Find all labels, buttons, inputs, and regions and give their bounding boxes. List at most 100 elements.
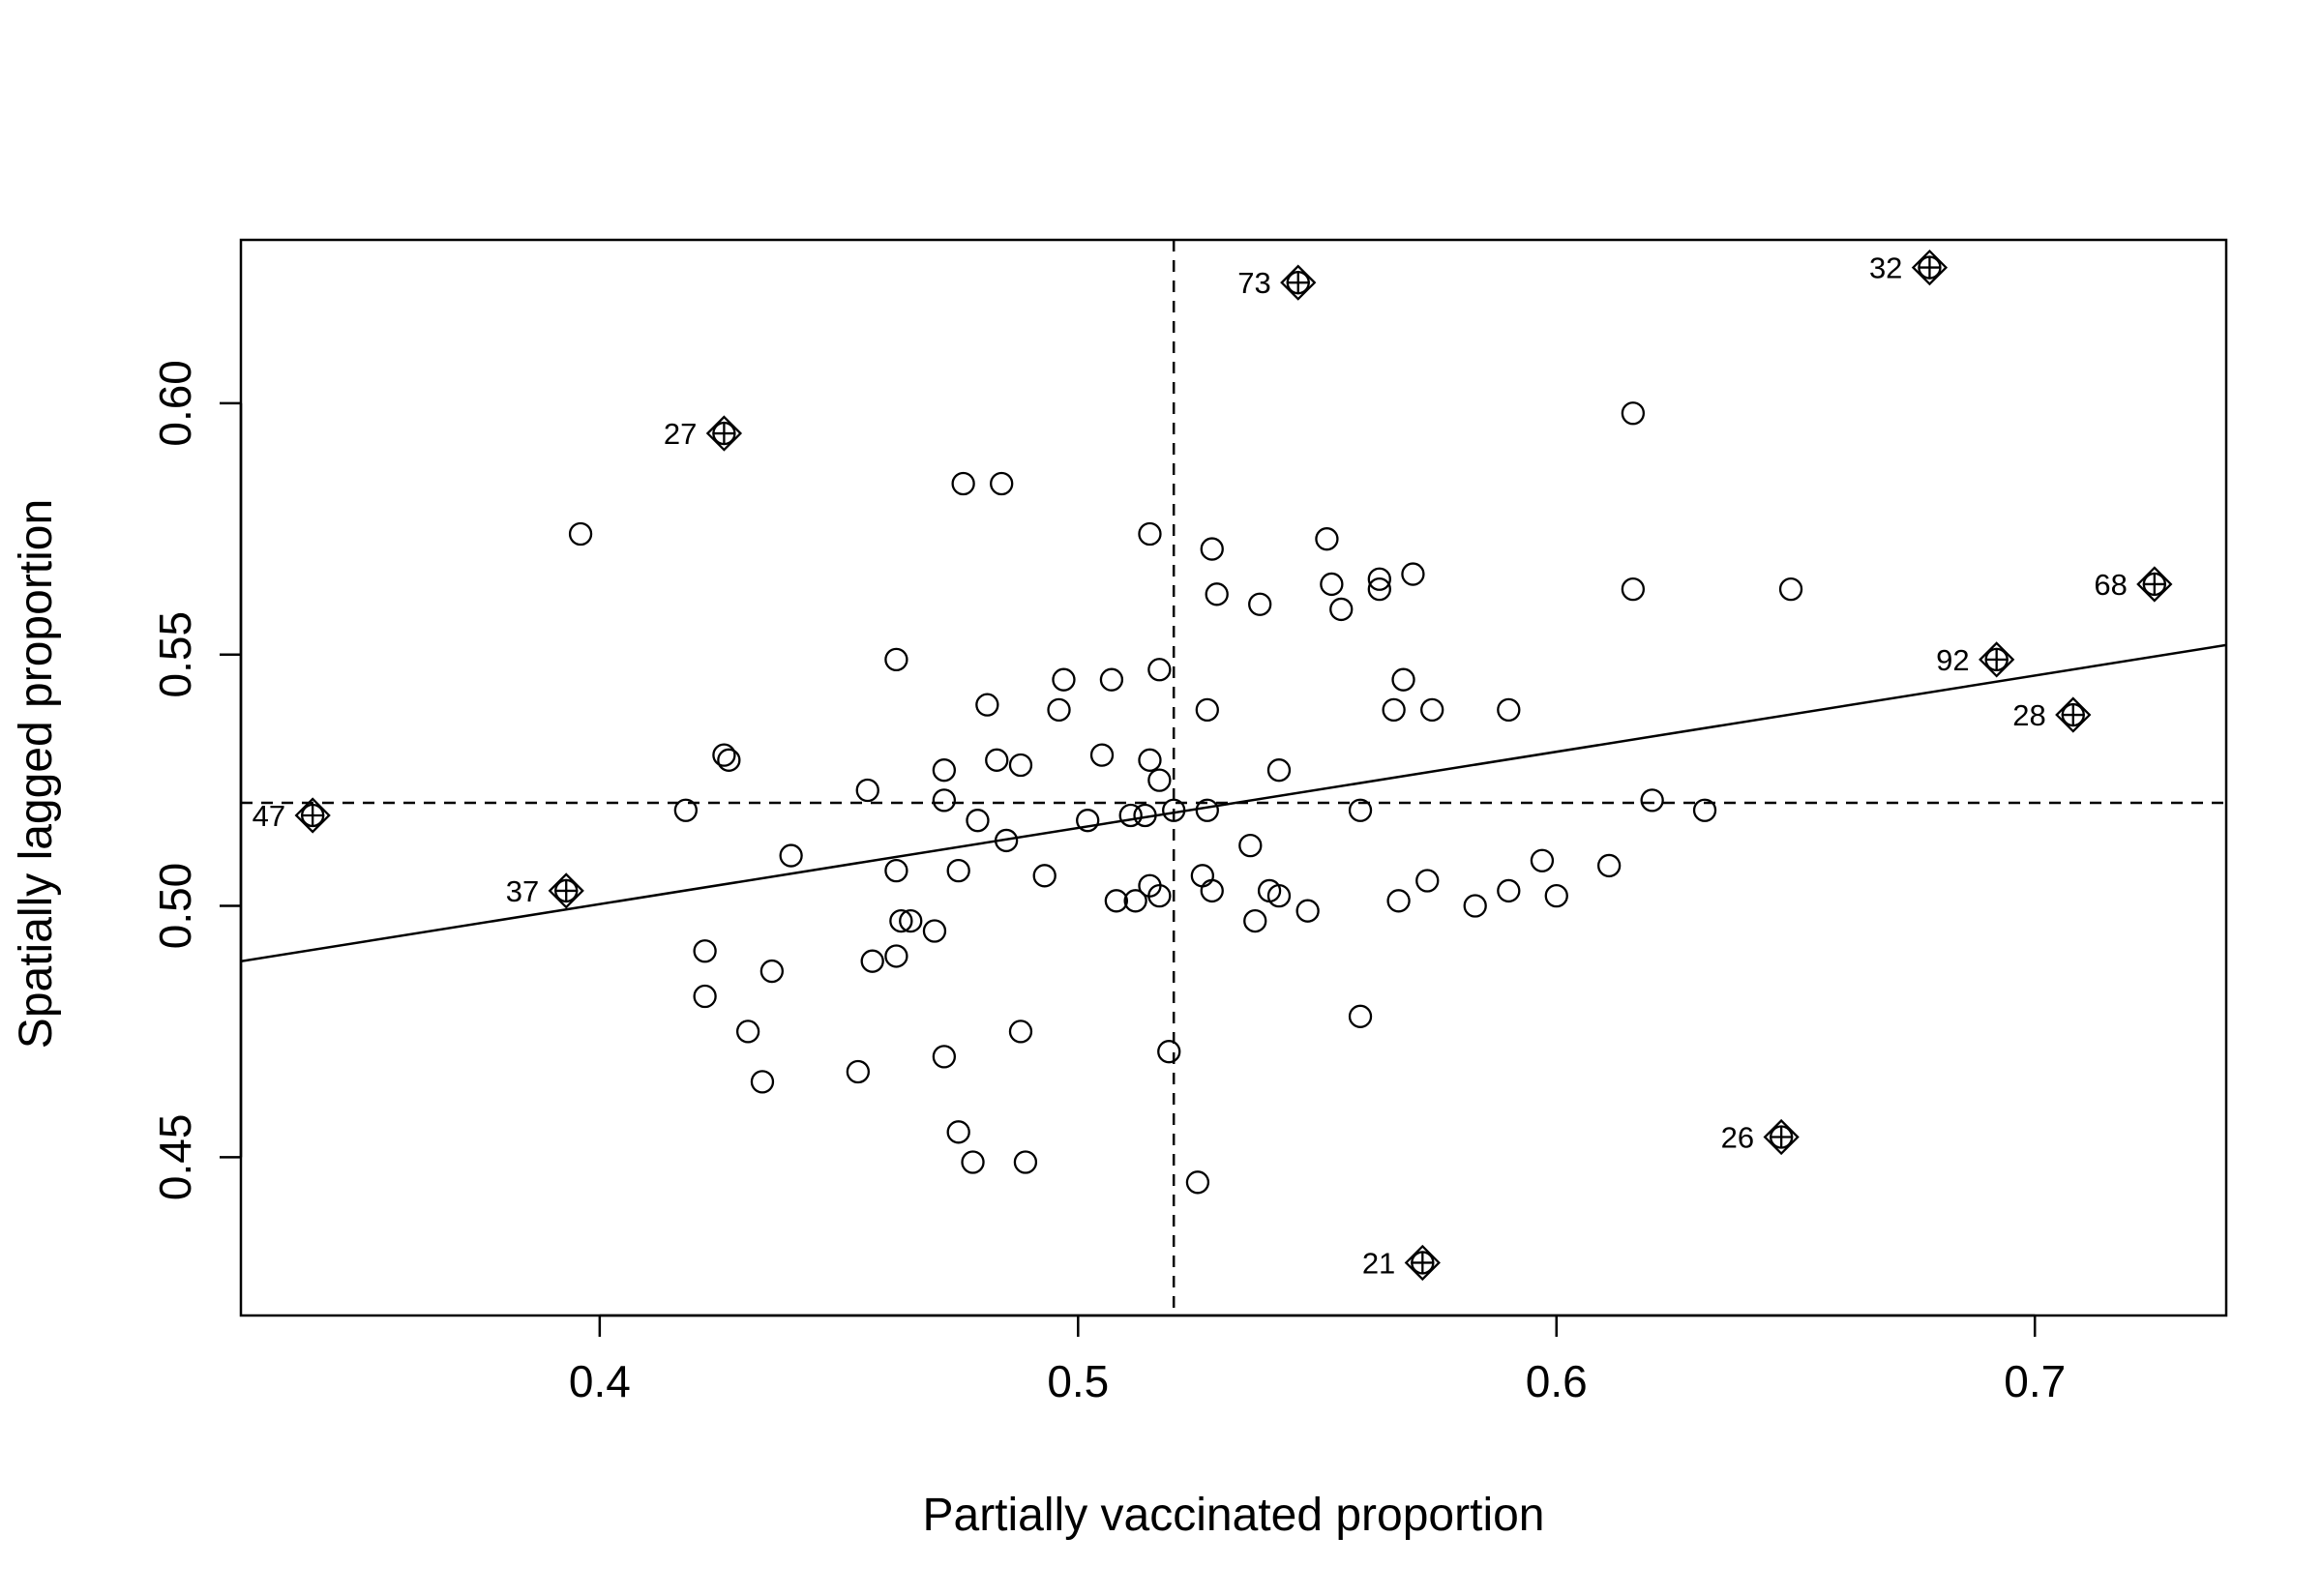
data-point: [1329, 597, 1354, 622]
y-axis-title: Spatially lagged proportion: [11, 499, 62, 1049]
data-point: [693, 939, 717, 963]
influential-point-cross: [712, 422, 736, 446]
data-point: [1008, 1020, 1033, 1044]
data-point: [1243, 908, 1267, 933]
influential-point-diamond: [2055, 696, 2092, 733]
data-point: [1386, 889, 1411, 913]
data-point: [750, 1070, 775, 1094]
data-point: [1266, 758, 1292, 783]
data-point: [1195, 798, 1219, 822]
data-point: [946, 1120, 970, 1144]
data-point: [884, 647, 908, 672]
data-point: [1008, 753, 1033, 778]
data-point: [1497, 697, 1521, 723]
data-point: [1248, 592, 1272, 616]
influential-point-cross: [2061, 703, 2085, 727]
data-point: [1047, 697, 1071, 723]
influential-point-label: 92: [1936, 643, 1969, 677]
influential-point-label: 26: [1721, 1121, 1754, 1155]
influential-point-cross: [554, 878, 579, 902]
x-tick-label: 0.4: [569, 1356, 631, 1406]
influential-point-label: 68: [2094, 568, 2127, 602]
data-point: [1621, 401, 1646, 426]
influential-point-label: 47: [253, 799, 285, 833]
data-point: [1138, 748, 1162, 772]
data-point: [717, 748, 741, 772]
regression-line: [241, 643, 2226, 963]
data-point: [1185, 1170, 1210, 1195]
data-point: [1200, 537, 1224, 561]
data-point: [1295, 899, 1320, 923]
influential-point-cross: [1984, 647, 2009, 671]
data-point: [1382, 697, 1406, 723]
data-point: [985, 748, 1009, 772]
data-point: [1530, 848, 1555, 872]
data-point: [1415, 869, 1440, 893]
data-point: [1162, 798, 1186, 822]
data-point: [946, 858, 970, 883]
data-point: [1640, 788, 1664, 813]
data-point: [1348, 798, 1373, 822]
data-point: [884, 858, 908, 883]
influential-point-diamond: [1763, 1118, 1800, 1156]
influential-point-cross: [1411, 1251, 1435, 1275]
data-point: [1238, 833, 1263, 858]
influential-point-diamond: [705, 415, 743, 452]
data-point: [1348, 1004, 1373, 1028]
data-point: [1076, 809, 1100, 833]
data-point: [1195, 697, 1219, 723]
data-point: [1320, 572, 1344, 597]
data-point: [899, 908, 923, 933]
data-point: [1621, 576, 1646, 602]
influential-point-label: 37: [506, 874, 539, 908]
data-point: [846, 1059, 871, 1084]
data-point: [1147, 658, 1172, 682]
data-point: [860, 949, 884, 973]
data-point: [932, 1045, 957, 1069]
data-point: [1367, 567, 1391, 591]
influential-point-cross: [2142, 572, 2166, 596]
data-point: [884, 944, 908, 968]
data-point: [1200, 878, 1224, 903]
data-point: [1692, 798, 1717, 822]
x-tick-label: 0.5: [1047, 1356, 1109, 1406]
data-point: [1596, 853, 1622, 878]
influential-point-diamond: [2136, 566, 2173, 603]
influential-point-diamond: [548, 872, 584, 909]
influential-point-label: 73: [1237, 266, 1270, 300]
data-point: [759, 959, 784, 984]
y-tick-label: 0.45: [150, 1114, 200, 1201]
data-point: [1099, 667, 1124, 692]
influential-point-diamond: [1404, 1244, 1441, 1282]
data-point: [1463, 894, 1487, 918]
data-point: [1147, 883, 1172, 908]
influential-point-label: 32: [1869, 251, 1902, 285]
x-tick-label: 0.7: [2004, 1356, 2066, 1406]
x-axis-title: Partially vaccinated proportion: [922, 1490, 1544, 1541]
data-point: [1089, 743, 1115, 767]
influential-point-cross: [1286, 271, 1310, 295]
data-point: [1104, 889, 1129, 913]
data-point: [1367, 576, 1391, 602]
y-tick-label: 0.55: [150, 611, 200, 698]
data-point: [951, 471, 975, 496]
influential-point-cross: [1918, 255, 1942, 280]
data-point: [1147, 768, 1172, 792]
influential-point-label: 21: [1362, 1246, 1395, 1280]
data-point: [1118, 803, 1143, 828]
data-point: [1420, 697, 1444, 723]
data-point: [673, 798, 698, 822]
data-point: [975, 693, 999, 717]
data-point: [922, 919, 947, 943]
influential-point-diamond: [294, 797, 331, 834]
data-point: [1138, 521, 1162, 547]
influential-point-diamond: [1911, 249, 1949, 286]
data-point: [932, 758, 957, 783]
data-point: [1497, 878, 1521, 903]
influential-point-label: 27: [664, 417, 697, 451]
data-point: [1266, 883, 1292, 908]
data-point: [1205, 582, 1229, 606]
data-point: [1133, 803, 1157, 828]
